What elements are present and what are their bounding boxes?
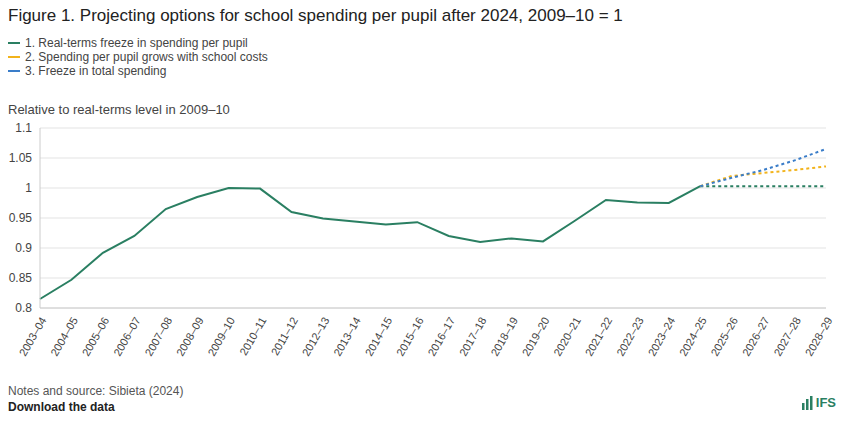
- svg-text:2007–08: 2007–08: [142, 315, 174, 358]
- svg-text:2027–28: 2027–28: [771, 315, 803, 358]
- svg-text:2010–11: 2010–11: [237, 315, 268, 357]
- html-text:Figure 1. Projecting options f: Figure 1. Projecting options for school …: [8, 6, 623, 25]
- html-text:2. Spending per pupil grows wi: 2. Spending per pupil grows with school …: [25, 50, 268, 64]
- svg-text:1: 1: [25, 181, 32, 195]
- svg-text:2024–25: 2024–25: [677, 315, 709, 358]
- html-text:Download the data: Download the data: [8, 400, 115, 414]
- svg-text:1.1: 1.1: [15, 121, 32, 135]
- svg-text:2016–17: 2016–17: [425, 315, 457, 358]
- svg-text:0.9: 0.9: [15, 241, 32, 255]
- svg-text:2022–23: 2022–23: [614, 315, 646, 358]
- html-text:1. Real-terms freeze in spendi: 1. Real-terms freeze in spending per pup…: [25, 36, 248, 50]
- svg-text:2011–12: 2011–12: [269, 315, 300, 357]
- svg-text:2013–14: 2013–14: [331, 315, 363, 358]
- html-text:Relative to real-terms level i: Relative to real-terms level in 2009–10: [8, 102, 230, 117]
- svg-text:2008–09: 2008–09: [174, 315, 206, 358]
- svg-text:0.95: 0.95: [9, 211, 33, 225]
- svg-text:2021–22: 2021–22: [583, 315, 615, 358]
- html-text:3. Freeze in total spending: 3. Freeze in total spending: [25, 64, 167, 78]
- svg-text:2026–27: 2026–27: [740, 315, 772, 358]
- svg-text:2025–26: 2025–26: [708, 315, 740, 358]
- svg-text:2012–13: 2012–13: [300, 315, 332, 358]
- svg-text:0.85: 0.85: [9, 271, 33, 285]
- svg-text:2028–29: 2028–29: [803, 315, 835, 358]
- svg-text:2009–10: 2009–10: [205, 315, 237, 358]
- svg-text:2006–07: 2006–07: [111, 315, 143, 358]
- svg-text:2003–04: 2003–04: [17, 315, 49, 358]
- svg-text:2014–15: 2014–15: [363, 315, 395, 358]
- svg-text:2019–20: 2019–20: [520, 315, 552, 358]
- html-text:IFS: IFS: [815, 395, 836, 410]
- svg-text:2004–05: 2004–05: [48, 315, 80, 358]
- svg-text:2018–19: 2018–19: [488, 315, 520, 358]
- svg-text:0.8: 0.8: [15, 301, 32, 315]
- svg-text:2017–18: 2017–18: [457, 315, 489, 358]
- svg-text:2015–16: 2015–16: [394, 315, 426, 358]
- svg-text:2020–21: 2020–21: [551, 315, 583, 358]
- svg-text:2023–24: 2023–24: [645, 315, 677, 358]
- svg-text:2005–06: 2005–06: [80, 315, 112, 358]
- svg-text:1.05: 1.05: [9, 151, 33, 165]
- html-text:Notes and source: Sibieta (202: Notes and source: Sibieta (2024): [8, 384, 184, 398]
